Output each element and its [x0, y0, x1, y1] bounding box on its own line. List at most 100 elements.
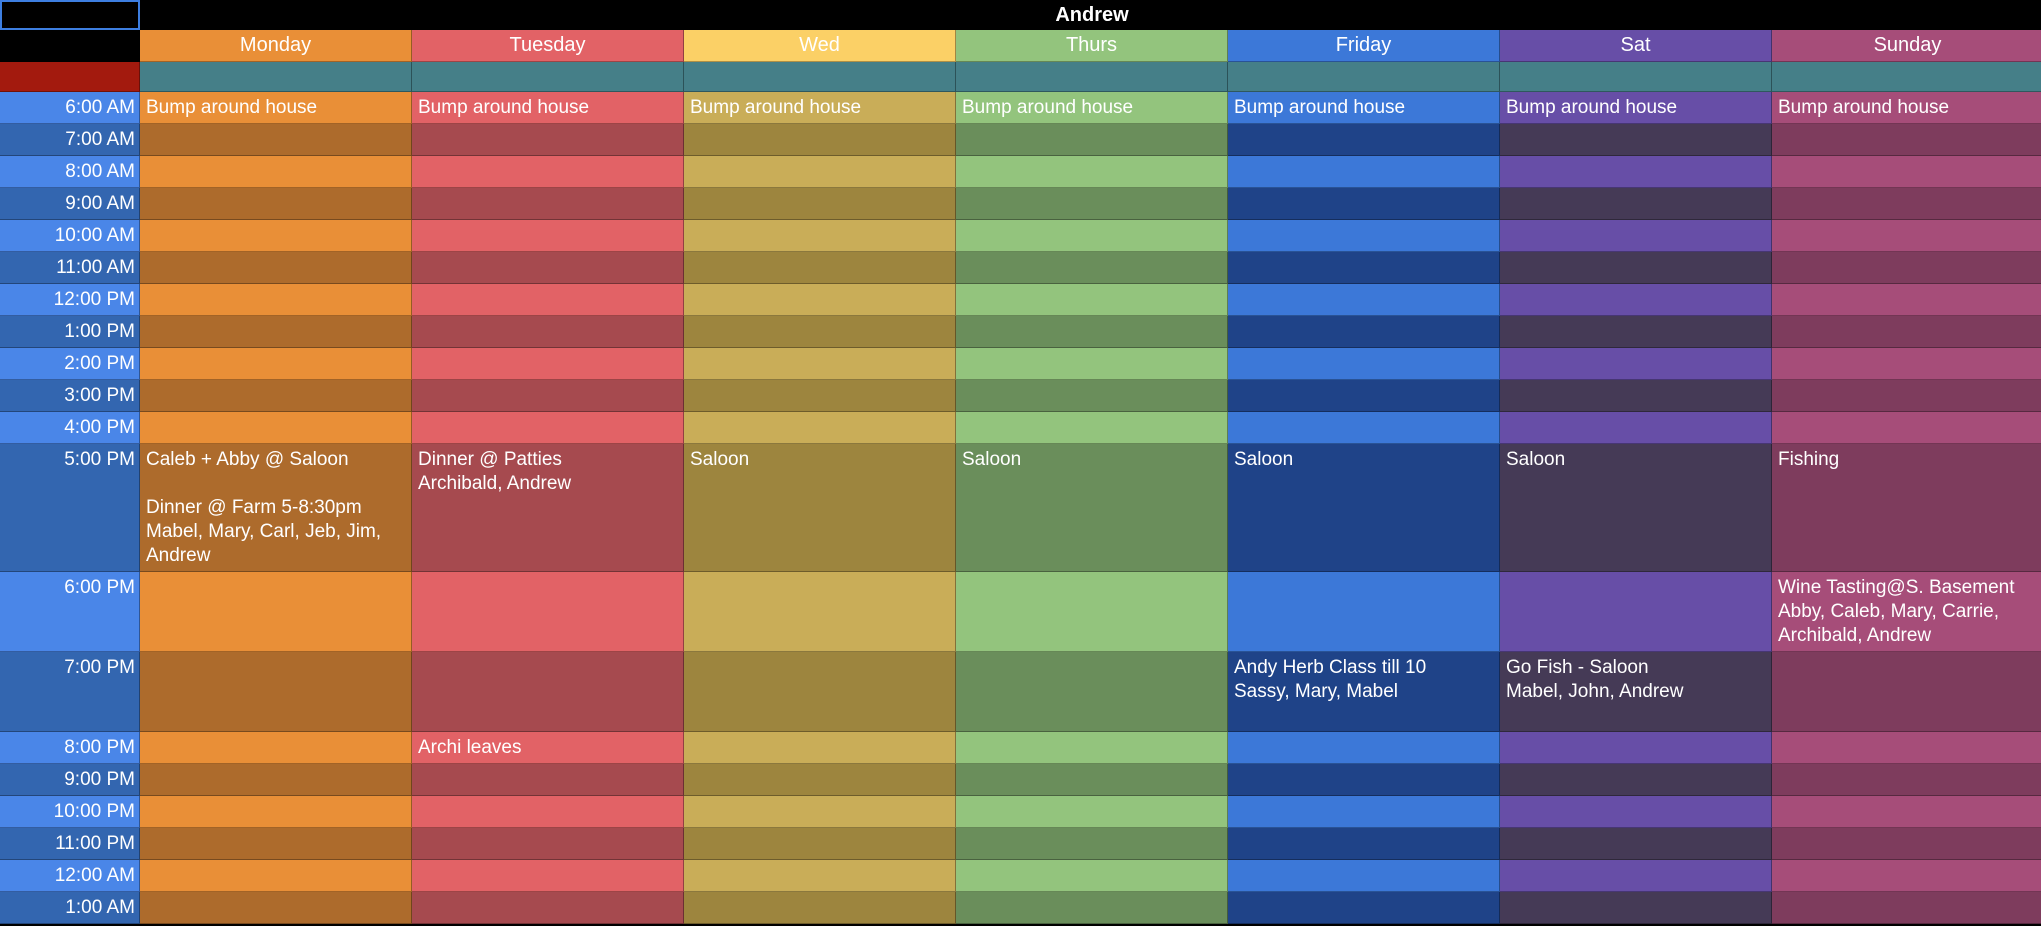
schedule-cell-sunday[interactable] — [1772, 892, 2041, 924]
day-header-wed[interactable]: Wed — [684, 30, 956, 62]
schedule-cell-monday[interactable] — [140, 252, 412, 284]
schedule-cell-sat[interactable] — [1500, 316, 1772, 348]
schedule-cell-sunday[interactable] — [1772, 348, 2041, 380]
schedule-cell-tuesday[interactable] — [412, 156, 684, 188]
day-header-sat[interactable]: Sat — [1500, 30, 1772, 62]
schedule-cell-sat[interactable] — [1500, 860, 1772, 892]
schedule-cell-sat[interactable]: Go Fish - Saloon Mabel, John, Andrew — [1500, 652, 1772, 732]
schedule-cell-friday[interactable] — [1228, 572, 1500, 652]
schedule-cell-sunday[interactable] — [1772, 652, 2041, 732]
schedule-cell-thurs[interactable] — [956, 188, 1228, 220]
schedule-cell-sunday[interactable] — [1772, 860, 2041, 892]
schedule-cell-wed[interactable]: Saloon — [684, 444, 956, 572]
schedule-cell-sat[interactable] — [1500, 284, 1772, 316]
time-label[interactable]: 2:00 PM — [0, 348, 140, 380]
schedule-cell-sat[interactable] — [1500, 764, 1772, 796]
schedule-cell-wed[interactable] — [684, 652, 956, 732]
schedule-cell-tuesday[interactable]: Dinner @ Patties Archibald, Andrew — [412, 444, 684, 572]
schedule-cell-monday[interactable] — [140, 412, 412, 444]
header-teal-cell[interactable] — [684, 62, 956, 92]
schedule-cell-wed[interactable] — [684, 732, 956, 764]
schedule-cell-sunday[interactable] — [1772, 380, 2041, 412]
schedule-cell-sat[interactable] — [1500, 188, 1772, 220]
schedule-cell-sat[interactable]: Saloon — [1500, 444, 1772, 572]
time-label[interactable]: 12:00 AM — [0, 860, 140, 892]
schedule-cell-thurs[interactable] — [956, 316, 1228, 348]
schedule-cell-friday[interactable] — [1228, 252, 1500, 284]
schedule-cell-tuesday[interactable] — [412, 220, 684, 252]
schedule-cell-monday[interactable] — [140, 348, 412, 380]
schedule-cell-sunday[interactable]: Bump around house — [1772, 92, 2041, 124]
schedule-cell-wed[interactable] — [684, 860, 956, 892]
schedule-cell-tuesday[interactable] — [412, 796, 684, 828]
schedule-cell-sat[interactable] — [1500, 124, 1772, 156]
time-label[interactable]: 4:00 PM — [0, 412, 140, 444]
schedule-cell-sunday[interactable] — [1772, 732, 2041, 764]
time-label[interactable]: 1:00 AM — [0, 892, 140, 924]
schedule-cell-friday[interactable] — [1228, 828, 1500, 860]
schedule-cell-wed[interactable] — [684, 252, 956, 284]
schedule-cell-thurs[interactable] — [956, 572, 1228, 652]
schedule-cell-sat[interactable] — [1500, 348, 1772, 380]
time-label[interactable]: 11:00 PM — [0, 828, 140, 860]
time-label[interactable]: 5:00 PM — [0, 444, 140, 572]
schedule-cell-sat[interactable] — [1500, 732, 1772, 764]
schedule-cell-thurs[interactable] — [956, 124, 1228, 156]
schedule-cell-thurs[interactable]: Saloon — [956, 444, 1228, 572]
schedule-cell-wed[interactable] — [684, 412, 956, 444]
time-label[interactable]: 1:00 PM — [0, 316, 140, 348]
day-header-thurs[interactable]: Thurs — [956, 30, 1228, 62]
schedule-cell-sat[interactable] — [1500, 796, 1772, 828]
schedule-cell-friday[interactable] — [1228, 764, 1500, 796]
schedule-cell-monday[interactable] — [140, 828, 412, 860]
schedule-cell-tuesday[interactable] — [412, 892, 684, 924]
schedule-cell-friday[interactable] — [1228, 156, 1500, 188]
schedule-cell-friday[interactable] — [1228, 732, 1500, 764]
schedule-cell-tuesday[interactable] — [412, 828, 684, 860]
schedule-cell-monday[interactable]: Caleb + Abby @ Saloon Dinner @ Farm 5-8:… — [140, 444, 412, 572]
schedule-cell-wed[interactable] — [684, 188, 956, 220]
schedule-cell-thurs[interactable] — [956, 284, 1228, 316]
schedule-cell-friday[interactable] — [1228, 284, 1500, 316]
schedule-cell-friday[interactable]: Saloon — [1228, 444, 1500, 572]
schedule-cell-wed[interactable] — [684, 380, 956, 412]
schedule-cell-thurs[interactable] — [956, 348, 1228, 380]
schedule-cell-sat[interactable] — [1500, 412, 1772, 444]
schedule-cell-tuesday[interactable]: Bump around house — [412, 92, 684, 124]
schedule-cell-wed[interactable] — [684, 796, 956, 828]
schedule-cell-wed[interactable] — [684, 348, 956, 380]
schedule-cell-sat[interactable] — [1500, 828, 1772, 860]
day-header-corner[interactable] — [0, 30, 140, 62]
schedule-cell-tuesday[interactable] — [412, 380, 684, 412]
time-label[interactable]: 6:00 PM — [0, 572, 140, 652]
schedule-cell-friday[interactable] — [1228, 412, 1500, 444]
schedule-cell-wed[interactable] — [684, 124, 956, 156]
schedule-cell-tuesday[interactable] — [412, 124, 684, 156]
schedule-cell-monday[interactable] — [140, 220, 412, 252]
schedule-cell-friday[interactable] — [1228, 892, 1500, 924]
schedule-cell-monday[interactable] — [140, 124, 412, 156]
time-label[interactable]: 8:00 PM — [0, 732, 140, 764]
schedule-cell-tuesday[interactable] — [412, 284, 684, 316]
schedule-cell-sunday[interactable]: Fishing — [1772, 444, 2041, 572]
schedule-cell-tuesday[interactable] — [412, 316, 684, 348]
schedule-cell-monday[interactable] — [140, 764, 412, 796]
schedule-cell-thurs[interactable] — [956, 732, 1228, 764]
schedule-cell-monday[interactable] — [140, 188, 412, 220]
schedule-cell-thurs[interactable] — [956, 252, 1228, 284]
schedule-cell-sat[interactable] — [1500, 572, 1772, 652]
schedule-cell-thurs[interactable] — [956, 796, 1228, 828]
schedule-cell-friday[interactable] — [1228, 188, 1500, 220]
schedule-cell-monday[interactable] — [140, 860, 412, 892]
schedule-cell-monday[interactable] — [140, 652, 412, 732]
day-header-friday[interactable]: Friday — [1228, 30, 1500, 62]
schedule-cell-wed[interactable]: Bump around house — [684, 92, 956, 124]
schedule-cell-friday[interactable] — [1228, 796, 1500, 828]
header-red-cell[interactable] — [0, 62, 140, 92]
schedule-cell-sunday[interactable] — [1772, 796, 2041, 828]
schedule-cell-sunday[interactable] — [1772, 252, 2041, 284]
schedule-cell-sunday[interactable] — [1772, 188, 2041, 220]
time-label[interactable]: 9:00 PM — [0, 764, 140, 796]
schedule-cell-sat[interactable] — [1500, 892, 1772, 924]
schedule-cell-friday[interactable]: Andy Herb Class till 10 Sassy, Mary, Mab… — [1228, 652, 1500, 732]
